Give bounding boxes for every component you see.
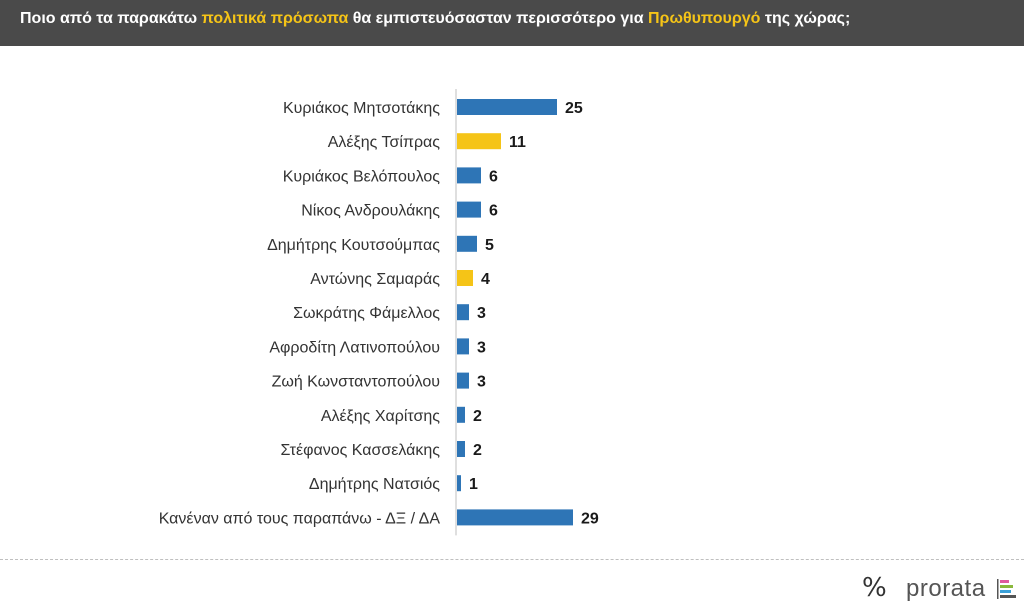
category-label: Κυριάκος Μητσοτάκης — [283, 100, 440, 117]
logo-bar — [1000, 585, 1013, 588]
bar — [457, 509, 573, 526]
percent-logo-icon: % — [862, 573, 887, 603]
category-label: Αλέξης Τσίπρας — [328, 134, 441, 151]
value-label: 3 — [477, 374, 486, 391]
title-part-1: Ποιο από τα παρακάτω — [20, 10, 202, 27]
value-label: 2 — [473, 442, 482, 459]
title-part-2: θα εμπιστευόσασταν περισσότερο για — [348, 10, 648, 27]
value-label: 11 — [509, 134, 526, 151]
bar — [457, 406, 465, 423]
title-highlight-1: πολιτικά πρόσωπα — [201, 10, 349, 27]
value-label: 25 — [565, 100, 583, 117]
category-label: Στέφανος Κασσελάκης — [281, 442, 441, 459]
value-label: 4 — [481, 271, 490, 288]
logo-bar — [1000, 595, 1016, 598]
footer-divider — [0, 559, 1024, 560]
title-highlight-2: Πρωθυπουργό — [648, 10, 761, 27]
title-part-3: της χώρας; — [760, 10, 851, 27]
category-label: Δημήτρης Κουτσούμπας — [267, 237, 440, 254]
value-label: 1 — [469, 476, 478, 493]
value-label: 2 — [473, 408, 482, 425]
bar — [457, 99, 557, 115]
bar — [457, 338, 469, 355]
logo-bars-icon — [997, 579, 1016, 599]
bar — [457, 201, 481, 218]
bar — [457, 372, 469, 389]
value-label: 6 — [489, 203, 498, 220]
category-label: Νίκος Ανδρουλάκης — [301, 203, 440, 220]
value-label: 6 — [489, 168, 498, 185]
logo-bar — [1000, 580, 1009, 583]
value-label: 3 — [477, 305, 486, 322]
category-label: Αλέξης Χαρίτσης — [321, 408, 440, 425]
value-label: 3 — [477, 339, 486, 356]
category-label: Κυριάκος Βελόπουλος — [283, 168, 441, 185]
value-label: 5 — [485, 237, 494, 254]
category-label: Αντώνης Σαμαράς — [310, 271, 440, 288]
title-bar: Ποιο από τα παρακάτω πολιτικά πρόσωπα θα… — [0, 0, 1024, 46]
category-label: Σωκράτης Φάμελλος — [293, 305, 440, 322]
question-title: Ποιο από τα παρακάτω πολιτικά πρόσωπα θα… — [20, 10, 850, 28]
bar — [457, 475, 461, 492]
category-label: Ζωή Κωνσταντοπούλου — [272, 374, 440, 391]
bar — [457, 133, 501, 150]
category-label: Κανέναν από τους παραπάνω - ΔΞ / ΔΑ — [159, 510, 441, 527]
value-label: 29 — [581, 510, 599, 527]
logo-bar — [1000, 590, 1011, 593]
category-label: Αφροδίτη Λατινοπούλου — [269, 339, 440, 356]
bar — [457, 270, 473, 286]
logo-bar-axis — [997, 579, 999, 599]
logo-wordmark: prorata — [906, 575, 986, 602]
bar — [457, 304, 469, 321]
bar — [457, 441, 465, 457]
bar — [457, 235, 477, 252]
bar — [457, 167, 481, 184]
category-label: Δημήτρης Νατσιός — [309, 476, 440, 493]
